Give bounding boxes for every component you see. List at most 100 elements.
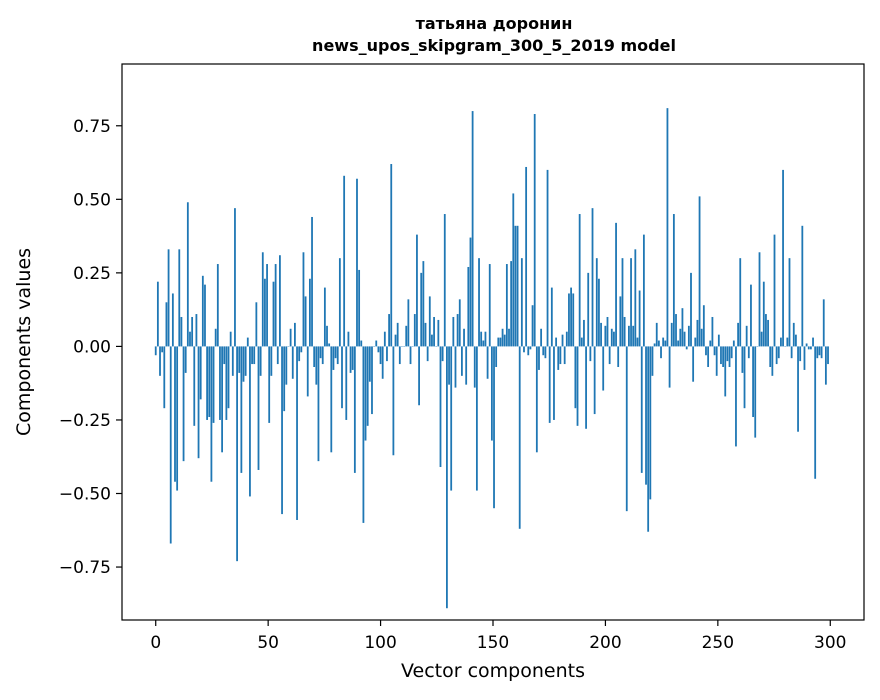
bar: [722, 346, 724, 367]
bar: [771, 346, 773, 375]
bar: [236, 346, 238, 561]
bar: [260, 346, 262, 375]
bar: [356, 179, 358, 347]
bar: [166, 302, 168, 346]
bar: [585, 346, 587, 428]
bar: [476, 346, 478, 490]
bar: [208, 346, 210, 417]
bar: [290, 329, 292, 347]
bar: [622, 258, 624, 346]
bar: [789, 258, 791, 346]
bar: [557, 346, 559, 370]
bar: [791, 346, 793, 358]
x-tick-label: 100: [364, 633, 396, 653]
bar: [564, 346, 566, 364]
bar: [206, 346, 208, 420]
bar: [542, 346, 544, 355]
bar: [816, 346, 818, 358]
bar: [249, 346, 251, 496]
bar: [300, 346, 302, 352]
bar: [574, 346, 576, 408]
bar: [767, 320, 769, 346]
bar: [795, 335, 797, 347]
bar: [500, 338, 502, 347]
bar: [467, 267, 469, 346]
bar: [450, 346, 452, 490]
bar: [714, 346, 716, 355]
bar: [598, 279, 600, 347]
bar: [343, 176, 345, 347]
bar: [594, 346, 596, 414]
bar: [624, 317, 626, 346]
bar: [568, 293, 570, 346]
bar: [465, 346, 467, 384]
bar: [600, 323, 602, 347]
bar: [431, 335, 433, 347]
bar: [198, 346, 200, 458]
bar: [699, 196, 701, 346]
bar: [258, 346, 260, 470]
bar: [679, 329, 681, 347]
bar: [425, 323, 427, 347]
x-tick-label: 0: [150, 633, 161, 653]
bar: [667, 108, 669, 346]
y-tick-label: 0.50: [73, 190, 111, 210]
bar: [716, 346, 718, 375]
bar: [718, 335, 720, 347]
bar: [470, 238, 472, 347]
bar: [232, 346, 234, 375]
bar: [328, 343, 330, 346]
bar: [388, 314, 390, 346]
bar: [386, 346, 388, 361]
bar: [538, 346, 540, 370]
bar: [737, 323, 739, 347]
bar: [709, 341, 711, 347]
bar: [589, 346, 591, 361]
bar: [397, 323, 399, 347]
bar: [530, 346, 532, 349]
bar: [348, 332, 350, 347]
bar: [611, 329, 613, 347]
bar: [262, 252, 264, 346]
bar: [266, 264, 268, 346]
bar: [352, 346, 354, 370]
bar: [502, 329, 504, 347]
bar: [360, 341, 362, 347]
bar: [405, 326, 407, 347]
bar: [384, 332, 386, 347]
bar: [662, 338, 664, 347]
bar: [572, 293, 574, 346]
bar: [238, 346, 240, 372]
bar: [570, 288, 572, 347]
bar: [416, 235, 418, 347]
bar: [303, 252, 305, 346]
bar: [515, 226, 517, 347]
bar: [491, 346, 493, 440]
bar: [183, 346, 185, 461]
bar: [320, 346, 322, 358]
chart-title-line-1: татьяна доронин: [416, 14, 573, 33]
bar: [211, 346, 213, 481]
bar: [354, 346, 356, 473]
bar: [596, 258, 598, 346]
bar: [221, 346, 223, 452]
bar: [808, 346, 810, 349]
bar: [247, 338, 249, 347]
bar: [602, 346, 604, 390]
bar: [193, 346, 195, 425]
bar: [213, 346, 215, 422]
bar: [277, 346, 279, 364]
bar: [551, 288, 553, 347]
bar: [442, 346, 444, 361]
bar: [187, 202, 189, 346]
bar: [825, 346, 827, 384]
bar: [566, 332, 568, 347]
bar: [519, 346, 521, 528]
bar: [555, 338, 557, 347]
bar: [333, 346, 335, 370]
bar: [592, 208, 594, 346]
bar: [521, 258, 523, 346]
bar: [159, 346, 161, 375]
bar: [506, 264, 508, 346]
bar: [776, 346, 778, 364]
